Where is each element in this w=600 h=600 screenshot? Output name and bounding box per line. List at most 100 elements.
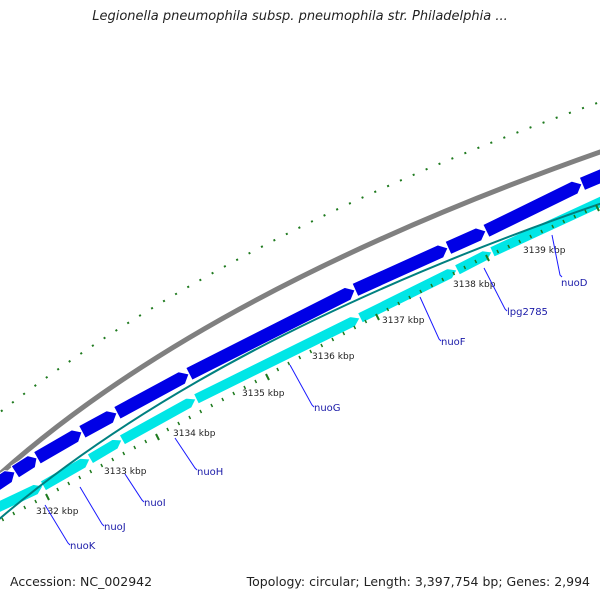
- scale-tick: [562, 219, 566, 224]
- gene-leader-nuoD: [551, 234, 563, 278]
- scale-tick: [12, 511, 16, 516]
- scale-tick: [507, 244, 511, 249]
- reverse-cds-2: [39, 457, 91, 492]
- tick-label-3133-kbp: 3133 kbp: [104, 467, 147, 477]
- scale-tick: [221, 397, 225, 402]
- backbone-ring: [0, 149, 600, 478]
- scale-tick: [144, 439, 148, 444]
- scale-tick: [265, 373, 270, 381]
- scale-tick: [463, 265, 467, 270]
- gene-label-nuoG: nuoG: [314, 403, 341, 414]
- gene-leader-nuoI: [124, 473, 145, 503]
- scale-tick: [397, 301, 401, 306]
- scale-tick: [188, 415, 192, 420]
- topology-text: Topology: circular; Length: 3,397,754 bp…: [246, 574, 590, 589]
- forward-cds-6: [185, 286, 356, 381]
- gene-leader-lpg2785: [483, 267, 508, 312]
- forward-cds-5: [113, 371, 190, 420]
- map-title: Legionella pneumophila subsp. pneumophil…: [92, 9, 508, 24]
- scale-tick: [287, 361, 291, 366]
- gene-label-nuoJ: nuoJ: [104, 522, 126, 533]
- scale-tick: [111, 457, 115, 462]
- gene-leader-nuoH: [174, 437, 198, 471]
- scale-tick: [353, 325, 357, 330]
- gene-label-lpg2785: lpg2785: [507, 307, 548, 318]
- forward-cds-7: [351, 244, 449, 298]
- reverse-cds-4: [118, 397, 197, 446]
- tick-label-3138-kbp: 3138 kbp: [453, 280, 496, 290]
- scale-tick: [177, 421, 181, 426]
- scale-tick: [232, 391, 236, 396]
- scale-ring: [0, 202, 600, 520]
- scale-tick: [518, 239, 522, 244]
- forward-cds-2: [10, 455, 38, 479]
- scale-tick: [496, 249, 500, 254]
- scale-tick: [375, 313, 380, 321]
- scale-tick: [595, 204, 600, 212]
- gene-label-nuoF: nuoF: [441, 337, 466, 348]
- scale-tick: [386, 307, 390, 312]
- scale-tick: [78, 475, 82, 480]
- scale-tick: [100, 463, 104, 468]
- scale-tick: [298, 355, 302, 360]
- scale-tick: [122, 451, 126, 456]
- scale-tick: [276, 367, 280, 372]
- gene-label-nuoK: nuoK: [70, 541, 96, 552]
- tick-label-3139-kbp: 3139 kbp: [523, 246, 566, 256]
- scale-tick: [441, 277, 445, 282]
- scale-tick: [133, 445, 137, 450]
- scale-tick: [584, 209, 588, 214]
- scale-tick: [166, 427, 170, 432]
- forward-cds-4: [78, 410, 118, 439]
- tick-label-3137-kbp: 3137 kbp: [382, 316, 425, 326]
- forward-cds-track: [0, 168, 600, 492]
- reverse-cds-5: [192, 316, 361, 405]
- scale-tick: [342, 331, 346, 336]
- gene-leader-nuoG: [289, 364, 315, 408]
- scale-tick: [210, 403, 214, 408]
- tick-label-3136-kbp: 3136 kbp: [312, 352, 355, 362]
- gene-leader-nuoK: [44, 504, 71, 546]
- gc-skew-dots: [0, 100, 600, 414]
- scale-tick: [309, 349, 313, 354]
- reverse-cds-3: [86, 438, 123, 465]
- forward-cds-9: [482, 180, 583, 238]
- scale-tick: [45, 493, 50, 501]
- scale-tick: [430, 283, 434, 288]
- gene-labels: nuoK nuoJ nuoI nuoH nuoG nuoF lpg2785 nuoD: [44, 234, 588, 552]
- scale-tick: [243, 385, 247, 390]
- gene-label-nuoD: nuoD: [561, 278, 588, 289]
- gene-leader-nuoJ: [79, 486, 105, 527]
- scale-tick: [331, 337, 335, 342]
- gene-leader-nuoF: [419, 296, 442, 342]
- reverse-cds-8: [489, 195, 600, 258]
- forward-cds-10: [578, 168, 600, 192]
- forward-cds-1: [0, 470, 16, 492]
- reverse-cds-6: [356, 268, 458, 324]
- scale-tick: [573, 214, 577, 219]
- reverse-cds-7: [453, 250, 493, 276]
- scale-tick: [1, 517, 5, 522]
- scale-tick: [529, 234, 533, 239]
- scale-tick: [89, 469, 93, 474]
- forward-cds-3: [32, 429, 83, 465]
- scale-tick: [551, 224, 555, 229]
- scale-tick: [199, 409, 203, 414]
- scale-tick: [320, 343, 324, 348]
- scale-tick: [474, 259, 478, 264]
- tick-label-3135-kbp: 3135 kbp: [242, 389, 285, 399]
- scale-tick: [540, 229, 544, 234]
- scale-tick: [408, 295, 412, 300]
- scale-ticks: [1, 204, 600, 522]
- forward-cds-8: [444, 227, 487, 256]
- scale-tick: [23, 505, 27, 510]
- gene-label-nuoI: nuoI: [144, 498, 166, 509]
- scale-tick: [56, 487, 60, 492]
- tick-label-3132-kbp: 3132 kbp: [36, 507, 79, 517]
- scale-tick: [419, 289, 423, 294]
- scale-tick: [34, 499, 38, 504]
- tick-label-3134-kbp: 3134 kbp: [173, 429, 216, 439]
- gene-label-nuoH: nuoH: [197, 467, 223, 478]
